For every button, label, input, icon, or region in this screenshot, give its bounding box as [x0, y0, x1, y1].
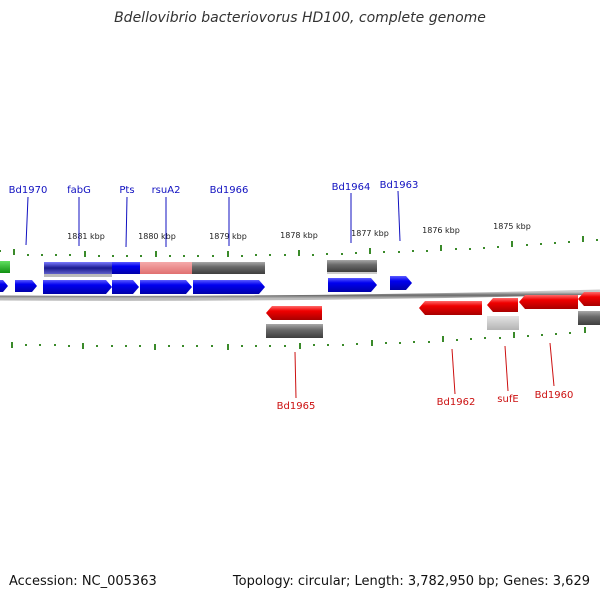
feature-bar-green — [0, 261, 10, 273]
gene-label-top[interactable]: fabG — [67, 185, 91, 196]
gene-arrow-forward — [0, 280, 8, 292]
gene-arrow-forward — [193, 280, 265, 294]
lower-tick-ring — [11, 327, 586, 350]
top-gene-labels: Bd1970 fabG Pts rsuA2 Bd1966 Bd1964 Bd19… — [9, 180, 419, 248]
gene-arrow-forward — [15, 280, 37, 292]
scale-label: 1879 kbp — [209, 232, 247, 241]
scale-label: 1878 kbp — [280, 231, 318, 240]
leader-line — [294, 351, 297, 399]
gene-arrow-reverse — [419, 301, 482, 315]
gene-arrow-forward — [328, 278, 377, 292]
gene-arrow-reverse — [487, 298, 518, 312]
gene-arrow-forward — [140, 280, 192, 294]
forward-strand-genes[interactable] — [0, 276, 412, 294]
gene-arrow-reverse — [519, 295, 578, 309]
feature-bar-gray — [578, 311, 600, 325]
bottom-gene-labels: Bd1965 Bd1962 sufE Bd1960 — [277, 342, 574, 412]
gene-label-top[interactable]: Bd1963 — [380, 180, 419, 191]
genome-backbone — [0, 289, 600, 301]
feature-bar-pink — [140, 262, 192, 274]
gene-label-bottom[interactable]: Bd1962 — [437, 397, 476, 408]
scale-label: 1876 kbp — [422, 226, 460, 235]
gene-arrow-reverse — [578, 292, 600, 306]
gene-arrow-reverse — [266, 306, 322, 320]
gene-label-bottom[interactable]: Bd1960 — [535, 390, 574, 401]
scale-label: 1877 kbp — [351, 229, 389, 238]
leader-line — [25, 196, 29, 246]
leader-line — [549, 342, 555, 387]
feature-bar-gray — [327, 260, 377, 272]
map-title: Bdellovibrio bacteriovorus HD100, comple… — [114, 10, 486, 26]
gene-arrow-forward — [43, 280, 112, 294]
gene-label-top[interactable]: Bd1966 — [210, 185, 249, 196]
gene-label-top[interactable]: Bd1964 — [332, 182, 371, 193]
upper-tick-ring — [0, 236, 598, 257]
gene-label-bottom[interactable]: sufE — [497, 394, 518, 405]
feature-bar-gray — [266, 324, 323, 338]
leader-line — [451, 348, 456, 395]
feature-bar-navy — [44, 262, 112, 274]
scale-label: 1880 kbp — [138, 232, 176, 241]
gene-arrow-forward — [112, 280, 139, 294]
leader-line — [125, 196, 128, 248]
feature-bar-shadow — [44, 274, 112, 277]
leader-line — [504, 345, 509, 392]
scale-label: 1875 kbp — [493, 222, 531, 231]
accession-text: Accession: NC_005363 — [9, 574, 157, 589]
feature-bar-lightgray — [487, 316, 519, 330]
feature-bar-shadow — [327, 272, 377, 274]
scale-labels: 1881 kbp 1880 kbp 1879 kbp 1878 kbp 1877… — [67, 222, 531, 241]
leader-line — [397, 190, 401, 242]
upper-feature-bars — [0, 260, 377, 277]
gene-label-top[interactable]: Pts — [119, 185, 134, 196]
feature-bar-blue — [112, 262, 140, 274]
gene-label-top[interactable]: rsuA2 — [152, 185, 181, 196]
gene-label-top[interactable]: Bd1970 — [9, 185, 48, 196]
gene-arrow-forward — [390, 276, 412, 290]
scale-label: 1881 kbp — [67, 232, 105, 241]
gene-label-bottom[interactable]: Bd1965 — [277, 401, 316, 412]
genome-summary-text: Topology: circular; Length: 3,782,950 bp… — [232, 574, 590, 589]
reverse-strand-genes[interactable] — [266, 292, 600, 338]
feature-bar-gray — [192, 262, 265, 274]
